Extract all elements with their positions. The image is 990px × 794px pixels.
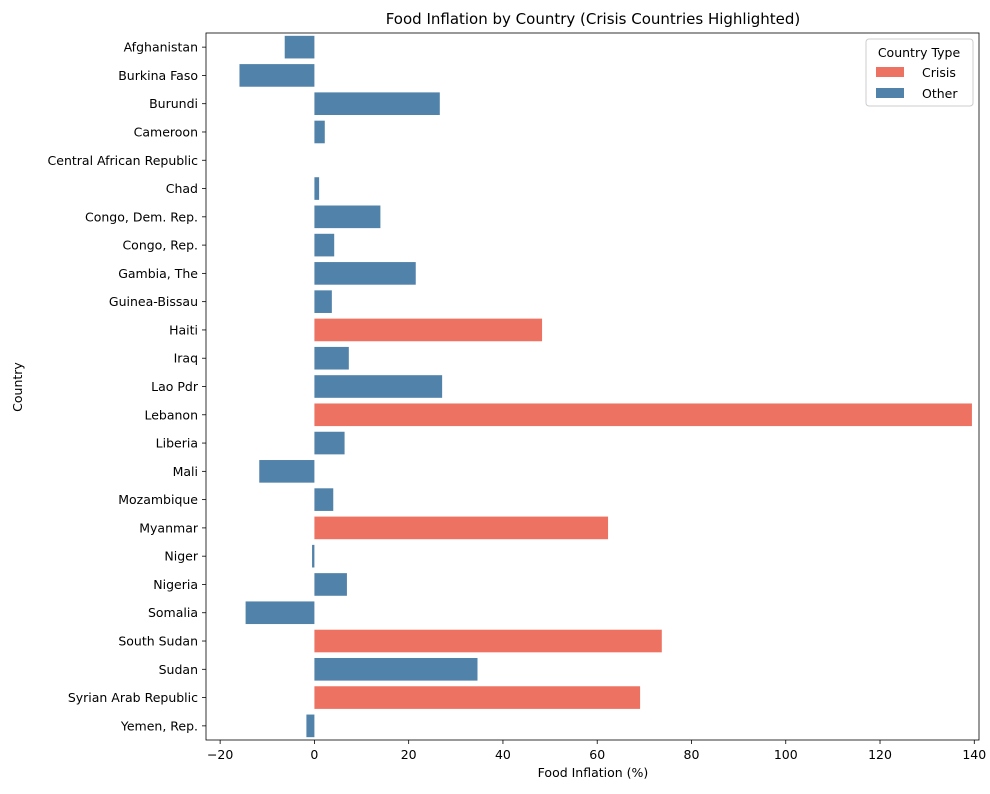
bar [312, 544, 315, 568]
x-tick-label: 0 [310, 747, 318, 762]
y-tick-label: Syrian Arab Republic [68, 690, 198, 705]
x-tick-label: 100 [774, 747, 798, 762]
y-tick-label: Lao Pdr [151, 379, 199, 394]
bar [314, 346, 349, 370]
legend-label-crisis: Crisis [922, 65, 956, 80]
bar [314, 177, 320, 200]
bar [245, 601, 315, 625]
y-tick-label: Iraq [174, 351, 198, 366]
y-tick-label: Burundi [149, 96, 198, 111]
bar [314, 403, 972, 427]
y-tick-label: Afghanistan [124, 40, 198, 55]
bar [314, 686, 641, 709]
bar [314, 290, 332, 313]
y-tick-label: Yemen, Rep. [120, 718, 198, 733]
legend-swatch-other [876, 88, 904, 98]
bar [314, 629, 662, 653]
x-tick-label: 80 [684, 747, 700, 762]
bar [314, 657, 478, 681]
y-tick-label: Sudan [159, 662, 198, 677]
bar [314, 92, 440, 116]
x-tick-label: 120 [868, 747, 892, 762]
y-tick-label: Central African Republic [48, 153, 199, 168]
y-tick-label: Myanmar [139, 520, 199, 535]
y-tick-label: Congo, Rep. [122, 238, 198, 253]
y-tick-label: Niger [164, 549, 198, 564]
y-tick-label: Chad [166, 181, 198, 196]
legend-swatch-crisis [876, 67, 904, 77]
y-tick-label: Burkina Faso [118, 68, 198, 83]
legend-title: Country Type [878, 45, 961, 60]
bar [314, 431, 345, 455]
y-tick-label: Lebanon [144, 407, 198, 422]
y-axis-label: Country [10, 362, 25, 412]
bar [314, 516, 609, 540]
bar [239, 64, 315, 87]
x-axis-label: Food Inflation (%) [538, 765, 649, 780]
x-tick-label: 40 [495, 747, 511, 762]
bar [306, 714, 315, 738]
legend: Country Type Crisis Other [865, 38, 974, 107]
bar [314, 205, 381, 229]
bar [284, 35, 315, 59]
bar [314, 573, 347, 596]
x-tick-label: 60 [589, 747, 605, 762]
bar [314, 375, 443, 398]
y-tick-label: Guinea-Bissau [109, 294, 198, 309]
y-axis-ticks: Afghanistan Burkina Faso Burundi Cameroon Ce… [48, 40, 206, 733]
y-tick-label: Gambia, The [118, 266, 198, 281]
bar [259, 460, 315, 483]
bar [314, 120, 325, 144]
x-tick-label: −20 [207, 747, 233, 762]
y-tick-label: Mozambique [118, 492, 198, 507]
bar [314, 262, 416, 285]
y-tick-label: Cameroon [134, 124, 198, 139]
y-tick-label: Haiti [169, 322, 198, 337]
y-tick-label: Nigeria [153, 577, 198, 592]
x-tick-label: 140 [962, 747, 986, 762]
bars-group [239, 35, 972, 738]
bar [314, 318, 543, 342]
y-tick-label: Mali [173, 464, 198, 479]
y-tick-label: South Sudan [118, 634, 198, 649]
legend-label-other: Other [922, 86, 958, 101]
y-tick-label: Somalia [148, 605, 198, 620]
x-axis-ticks: −20 0 20 40 60 80 100 120 140 [207, 740, 986, 762]
chart-title: Food Inflation by Country (Crisis Countr… [386, 10, 801, 28]
x-tick-label: 20 [401, 747, 417, 762]
y-tick-label: Liberia [156, 436, 198, 451]
bar [314, 488, 334, 511]
y-tick-label: Congo, Dem. Rep. [85, 209, 198, 224]
plot-frame [205, 32, 980, 741]
bar [314, 233, 335, 257]
